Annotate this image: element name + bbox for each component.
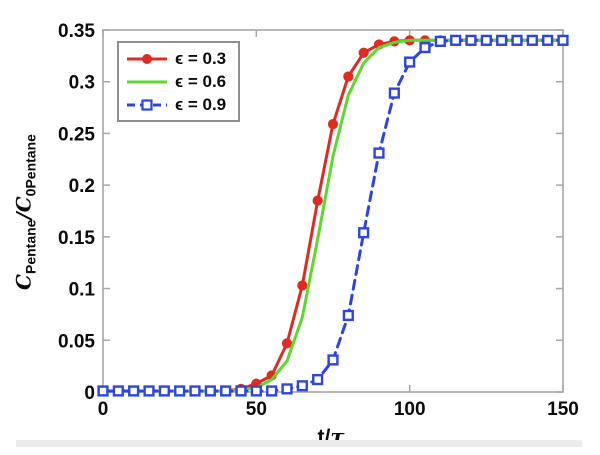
legend-item-eps-0_6: ϵ = 0.6	[126, 70, 226, 93]
x-tick-label: 50	[246, 399, 267, 420]
legend-item-eps-0_3: ϵ = 0.3	[126, 47, 226, 70]
y-tick-label: 0.15	[58, 228, 95, 249]
series-2-marker	[128, 385, 140, 397]
series-2-marker	[327, 354, 339, 366]
series-2-marker	[296, 380, 308, 392]
legend-label-eps-0_3: ϵ = 0.3	[175, 48, 227, 68]
series-2-marker	[312, 373, 324, 386]
legend-swatch-green-line-icon	[127, 80, 167, 83]
x-tick-label: 100	[394, 399, 426, 420]
legend-label-eps-0_9: ϵ = 0.9	[175, 94, 227, 114]
y-axis-label-c1: C	[11, 274, 36, 290]
bottom-gray-band	[16, 440, 582, 447]
series-0-marker	[312, 195, 323, 206]
series-2-marker	[266, 385, 278, 397]
series-2-marker	[235, 385, 247, 397]
plot-border	[102, 29, 564, 393]
series-2-marker	[358, 227, 370, 239]
series-2-marker	[97, 385, 109, 397]
y-tick-label: 0	[84, 383, 95, 404]
series-0-marker	[343, 71, 354, 82]
series-2-marker	[204, 385, 216, 397]
y-tick-label: 0.05	[58, 331, 95, 352]
y-axis-label-c2: C	[11, 196, 36, 213]
y-axis-label-sub2: 0Pentane	[22, 134, 39, 197]
series-2-marker	[342, 309, 354, 322]
legend-label-eps-0_6: ϵ = 0.6	[175, 71, 227, 91]
series-2-marker	[480, 34, 492, 46]
series-0-marker	[327, 119, 339, 130]
x-tick-label: 0	[98, 399, 109, 420]
legend-item-eps-0_9: ϵ = 0.9	[126, 93, 226, 116]
series-2-marker	[250, 385, 262, 397]
y-tick-label: 0.3	[69, 73, 95, 94]
series-2-marker	[542, 34, 554, 46]
series-2-marker	[450, 34, 462, 46]
series-2-marker	[220, 385, 232, 397]
y-tick-label: 0.35	[58, 21, 95, 42]
series-0-marker	[358, 47, 369, 58]
series-2-marker	[404, 56, 416, 68]
legend-swatch-square-marker	[141, 98, 153, 111]
series-2-marker	[511, 34, 523, 46]
y-axis-label-slash: /	[11, 212, 36, 220]
series-2-marker	[496, 34, 508, 46]
series-2-marker	[112, 385, 124, 397]
legend-swatch-circle-marker	[142, 53, 152, 64]
y-tick-label: 0.25	[58, 124, 95, 145]
series-2-marker	[526, 34, 538, 46]
series-0-marker	[281, 338, 293, 349]
series-2-marker	[281, 383, 293, 395]
legend-swatch-red-circle-icon	[127, 53, 167, 64]
y-axis-label-sub1: Pentane	[22, 219, 39, 275]
series-2-marker	[143, 385, 155, 397]
y-axis-label: CPentane/C0Pentane	[12, 134, 39, 290]
series-2-marker	[158, 385, 170, 397]
series-2-marker	[373, 147, 385, 159]
x-tick-label: 150	[547, 399, 579, 420]
series-2-marker	[465, 34, 477, 46]
y-tick-label: 0.2	[69, 176, 95, 197]
series-2-marker	[388, 87, 400, 99]
series-2-marker	[419, 41, 431, 54]
legend-box: ϵ = 0.3 ϵ = 0.6 ϵ = 0.9	[117, 41, 241, 122]
series-0-marker	[297, 280, 308, 291]
series-2-marker	[434, 35, 446, 47]
y-tick-label: 0.1	[69, 280, 96, 301]
legend-swatch-blue-dashed-square-icon	[127, 98, 167, 111]
series-2-marker	[174, 385, 186, 397]
series-2-marker	[189, 385, 201, 397]
series-2-marker	[557, 34, 569, 46]
